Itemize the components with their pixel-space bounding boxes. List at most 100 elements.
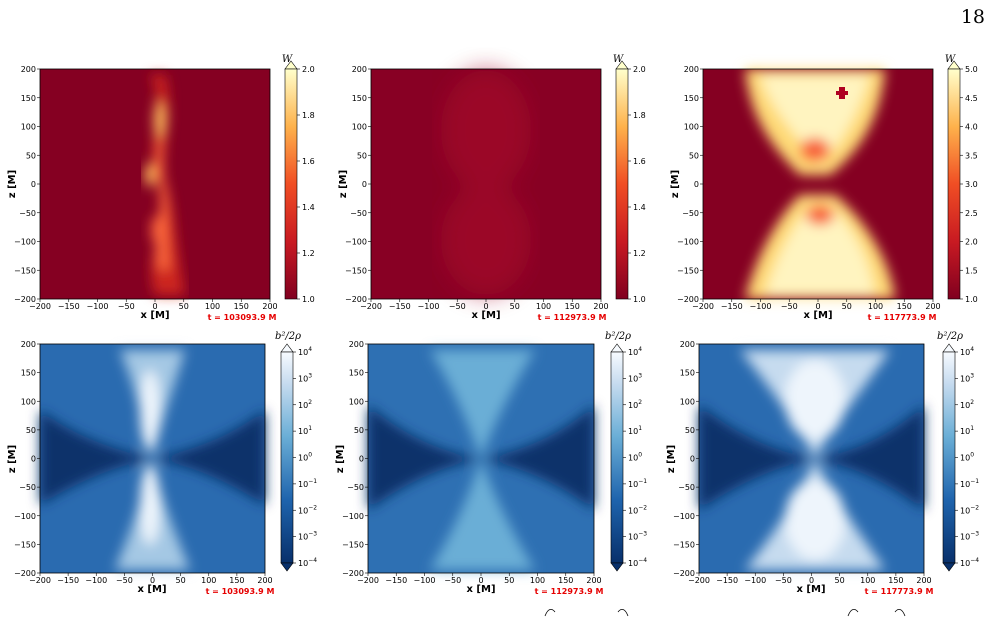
- page-number: 18: [960, 6, 985, 28]
- cbar-tick-s3: 100: [960, 452, 974, 463]
- x-tick-w3: 50: [842, 302, 852, 311]
- x-tick-w1: −100: [87, 302, 109, 311]
- time-3: t = 117773.9 M: [868, 313, 937, 322]
- colorbar-s-3: [942, 343, 956, 572]
- x-tick-w3: 200: [925, 302, 940, 311]
- y-tick-s2: 0: [359, 455, 364, 464]
- cbar-tick-w1: 1.4: [302, 203, 315, 212]
- y-tick-s2: −150: [342, 540, 364, 549]
- x-tick-w2: −150: [389, 302, 411, 311]
- x-tick-s3: 100: [860, 576, 875, 585]
- panel-w-3: [703, 69, 933, 299]
- x-tick-w1: 100: [205, 302, 220, 311]
- x-tick-s1: 50: [176, 576, 186, 585]
- cbar-tick-s3: 10−2: [960, 504, 979, 515]
- tick-labels: −200 −150 −100 −50 0 50 100 150 200 200 150 100 50 0 −…: [14, 65, 979, 585]
- cbar-tick-s2: 10−2: [628, 504, 647, 515]
- cbar-tick-s3: 101: [960, 425, 974, 436]
- ylabel-5: z [M]: [335, 445, 346, 473]
- ylabel-6: z [M]: [666, 445, 677, 473]
- y-tick-s2: −200: [342, 569, 364, 578]
- cbar-tick-w3: 5.0: [965, 65, 978, 74]
- cbar-label-w-1: W: [282, 54, 293, 65]
- x-tick-s1: 200: [257, 576, 272, 585]
- y-tick-w3: 0: [694, 180, 699, 189]
- cbar-tick-w3: 1.5: [965, 266, 978, 275]
- cbar-label-s-3: b²/2ρ: [937, 331, 963, 342]
- y-tick-s3: −50: [678, 483, 695, 492]
- x-tick-w3: −100: [750, 302, 772, 311]
- x-tick-s2: 100: [530, 576, 545, 585]
- y-tick-s2: 50: [354, 426, 364, 435]
- cbar-tick-s1: 10−1: [298, 478, 317, 489]
- x-tick-s2: −150: [385, 576, 407, 585]
- y-tick-s1: 200: [21, 340, 36, 349]
- cbar-tick-s3: 10−4: [960, 557, 979, 568]
- y-tick-w3: −100: [677, 238, 699, 247]
- cbar-tick-s3: 10−1: [960, 478, 979, 489]
- cbar-tick-s3: 104: [960, 346, 974, 357]
- y-tick-w3: 150: [684, 94, 699, 103]
- panel-s-3: [699, 344, 924, 573]
- x-tick-s1: 100: [201, 576, 216, 585]
- x-tick-s2: 50: [504, 576, 514, 585]
- colorbar-w-2: [615, 60, 629, 300]
- cbar-tick-w2: 2.0: [633, 65, 646, 74]
- ylabel-1: z [M]: [7, 170, 18, 198]
- y-tick-s1: −200: [14, 569, 36, 578]
- cbar-tick-s2: 104: [628, 346, 642, 357]
- cbar-tick-w3: 3.0: [965, 180, 978, 189]
- x-tick-s3: 150: [888, 576, 903, 585]
- cbar-tick-s2: 10−1: [628, 478, 647, 489]
- x-tick-s1: −200: [29, 576, 51, 585]
- cbar-tick-s2: 101: [628, 425, 642, 436]
- y-tick-s3: −100: [673, 512, 695, 521]
- cbar-tick-w3: 4.5: [965, 94, 978, 103]
- x-tick-w1: −150: [58, 302, 80, 311]
- cbar-tick-w1: 1.8: [302, 111, 315, 120]
- y-tick-w3: 100: [684, 123, 699, 132]
- cbar-tick-w2: 1.4: [633, 203, 646, 212]
- y-tick-w2: −150: [345, 266, 367, 275]
- y-tick-s2: 150: [349, 369, 364, 378]
- x-tick-w3: −200: [692, 302, 714, 311]
- y-tick-s2: 100: [349, 397, 364, 406]
- y-tick-w2: 50: [357, 151, 367, 160]
- x-tick-s3: 50: [835, 576, 845, 585]
- x-tick-s1: 0: [150, 576, 155, 585]
- time-6: t = 117773.9 M: [865, 587, 934, 596]
- x-tick-s2: 0: [478, 576, 483, 585]
- x-tick-w2: −100: [418, 302, 440, 311]
- cbar-tick-w2: 1.2: [633, 249, 646, 258]
- x-tick-w3: 100: [868, 302, 883, 311]
- y-tick-s3: −200: [673, 569, 695, 578]
- panel-w-2: [371, 69, 601, 299]
- panel-s-2: [368, 344, 594, 573]
- x-tick-s1: −50: [116, 576, 133, 585]
- x-tick-w3: −50: [781, 302, 798, 311]
- x-tick-s3: −150: [716, 576, 738, 585]
- colorbar-s-1: [280, 343, 294, 572]
- y-tick-s3: 150: [680, 369, 695, 378]
- cbar-tick-s2: 10−4: [628, 557, 647, 568]
- cbar-tick-s1: 10−3: [298, 531, 317, 542]
- x-tick-s2: −200: [357, 576, 379, 585]
- y-tick-s1: 100: [21, 397, 36, 406]
- x-tick-w2: 100: [536, 302, 551, 311]
- cbar-tick-s3: 102: [960, 399, 974, 410]
- cbar-tick-w3: 2.5: [965, 209, 978, 218]
- y-tick-w1: 150: [21, 94, 36, 103]
- y-tick-s1: −150: [14, 540, 36, 549]
- cbar-tick-s2: 103: [628, 372, 642, 383]
- cbar-tick-w1: 1.2: [302, 249, 315, 258]
- y-tick-s1: −100: [14, 512, 36, 521]
- xlabel-1: x [M]: [140, 310, 169, 321]
- y-tick-w3: 200: [684, 65, 699, 74]
- x-tick-w1: 150: [234, 302, 249, 311]
- cbar-tick-w2: 1.8: [633, 111, 646, 120]
- cbar-tick-s1: 101: [298, 425, 312, 436]
- cbar-tick-w1: 1.0: [302, 295, 315, 304]
- x-tick-w3: 150: [897, 302, 912, 311]
- y-tick-w1: −150: [14, 266, 36, 275]
- x-tick-w2: −200: [360, 302, 382, 311]
